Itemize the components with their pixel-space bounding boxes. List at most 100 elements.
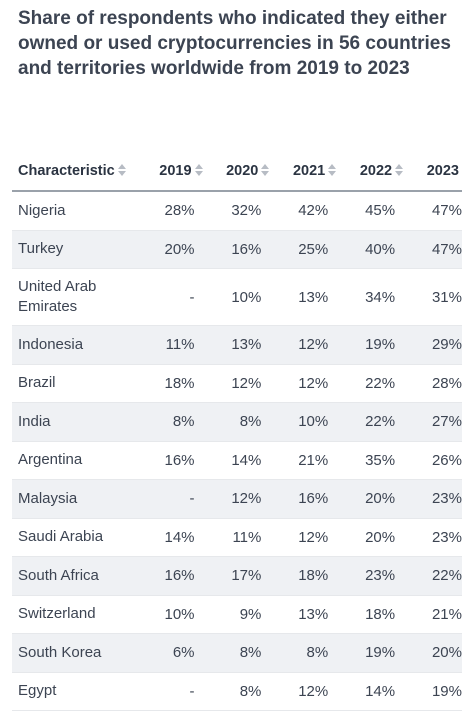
column-header-label: 2019 (159, 163, 192, 179)
table-cell: 8% (206, 672, 274, 711)
column-header-2023[interactable]: 2023 (407, 152, 462, 192)
table-row: Egypt -8% 12% 14% 19% (12, 672, 462, 711)
table-header-row: Characteristic 2019 2020 2021 2022 2023 (12, 152, 462, 192)
row-label: India (12, 402, 140, 442)
row-label: Indonesia (12, 325, 140, 365)
table-cell: 34% (340, 268, 408, 326)
table-cell: 25% (273, 230, 341, 269)
table-row: Brazil 18% 12% 12% 22% 28% (12, 364, 462, 403)
table-cell: 19% (407, 672, 462, 711)
table-row: India 8% 8% 10% 22% 27% (12, 402, 462, 442)
table-cell: - (139, 479, 207, 519)
column-header-2021[interactable]: 2021 (273, 152, 341, 192)
table-cell: 18% (139, 364, 207, 403)
table-cell: 14% (206, 441, 274, 480)
table-row: Argentina 16% 14% 21% 35% 26% (12, 441, 462, 480)
sort-arrows-icon (395, 164, 404, 176)
table-cell: 28% (139, 191, 207, 231)
table-cell: 16% (139, 556, 207, 596)
table-cell: 12% (273, 518, 341, 557)
table-row: United Arab Emirates -10% 13% 34% 31% (12, 268, 462, 326)
table-cell: 10% (206, 268, 274, 326)
table-cell: 19% (340, 633, 408, 673)
table-cell: 32% (206, 191, 274, 231)
row-label: Malaysia (12, 479, 140, 519)
column-header-2020[interactable]: 2020 (206, 152, 274, 192)
table-cell: 12% (206, 364, 274, 403)
table-cell: - (139, 268, 207, 326)
row-label: Saudi Arabia (12, 518, 140, 557)
table-cell: - (139, 672, 207, 711)
table-cell: 11% (139, 325, 207, 365)
row-label: Egypt (12, 672, 140, 711)
sort-arrows-icon (117, 164, 126, 176)
table-cell: 17% (206, 556, 274, 596)
table-cell: 28% (407, 364, 462, 403)
table-body: Nigeria 28% 32% 42% 45% 47% Turkey 20% 16% 25% 40%… (12, 191, 462, 711)
table-row: Indonesia 11% 13% 12% 19% 29% (12, 325, 462, 365)
table-cell: 20% (340, 479, 408, 519)
table-cell: 12% (206, 479, 274, 519)
table-cell: 22% (407, 556, 462, 596)
table-cell: 19% (340, 325, 408, 365)
table-row: Switzerland 10% 9% 13% 18% 21% (12, 595, 462, 634)
table-cell: 22% (340, 402, 408, 442)
table-cell: 45% (340, 191, 408, 231)
data-table: Characteristic 2019 2020 2021 2022 2023 Niger… (12, 152, 462, 711)
table-cell: 8% (206, 402, 274, 442)
table-cell: 12% (273, 672, 341, 711)
table-cell: 26% (407, 441, 462, 480)
table-cell: 12% (273, 364, 341, 403)
row-label: Argentina (12, 441, 140, 480)
table-cell: 23% (340, 556, 408, 596)
table-cell: 29% (407, 325, 462, 365)
table-row: South Korea 6% 8% 8% 19% 20% (12, 633, 462, 673)
table-cell: 12% (273, 325, 341, 365)
column-header-label: 2020 (226, 163, 259, 179)
row-label: Nigeria (12, 191, 140, 231)
row-label: South Korea (12, 633, 140, 673)
table-cell: 20% (340, 518, 408, 557)
table-cell: 35% (340, 441, 408, 480)
column-header-characteristic[interactable]: Characteristic (12, 152, 140, 192)
row-label: South Africa (12, 556, 140, 596)
table-cell: 16% (206, 230, 274, 269)
table-cell: 13% (273, 268, 341, 326)
table-cell: 18% (340, 595, 408, 634)
table-row: Nigeria 28% 32% 42% 45% 47% (12, 191, 462, 231)
table-cell: 8% (139, 402, 207, 442)
column-header-label: 2022 (359, 163, 393, 179)
table-row: Turkey 20% 16% 25% 40% 47% (12, 230, 462, 269)
row-label: Turkey (12, 230, 140, 269)
row-label: United Arab Emirates (12, 268, 140, 326)
table-cell: 42% (273, 191, 341, 231)
data-table-container: Characteristic 2019 2020 2021 2022 2023 Niger… (12, 152, 462, 711)
table-cell: 47% (407, 191, 462, 231)
table-cell: 31% (407, 268, 462, 326)
sort-arrows-icon (328, 164, 337, 176)
sort-arrows-icon (261, 164, 270, 176)
table-cell: 8% (206, 633, 274, 673)
column-header-2019[interactable]: 2019 (139, 152, 207, 192)
table-cell: 23% (407, 479, 462, 519)
table-cell: 10% (273, 402, 341, 442)
sort-arrows-icon (194, 164, 203, 176)
column-header-label: 2021 (292, 163, 326, 179)
table-cell: 10% (139, 595, 207, 634)
table-cell: 14% (340, 672, 408, 711)
table-cell: 13% (273, 595, 341, 634)
table-cell: 13% (206, 325, 274, 365)
table-row: Malaysia -12% 16% 20% 23% (12, 479, 462, 519)
table-cell: 9% (206, 595, 274, 634)
table-row: Saudi Arabia 14% 11% 12% 20% 23% (12, 518, 462, 557)
column-header-label: 2023 (426, 163, 459, 179)
table-cell: 14% (139, 518, 207, 557)
table-cell: 20% (407, 633, 462, 673)
column-header-2022[interactable]: 2022 (340, 152, 408, 192)
column-header-label: Characteristic (18, 163, 115, 179)
table-cell: 16% (273, 479, 341, 519)
row-label: Switzerland (12, 595, 140, 634)
table-row: South Africa 16% 17% 18% 23% 22% (12, 556, 462, 596)
table-cell: 22% (340, 364, 408, 403)
table-cell: 47% (407, 230, 462, 269)
